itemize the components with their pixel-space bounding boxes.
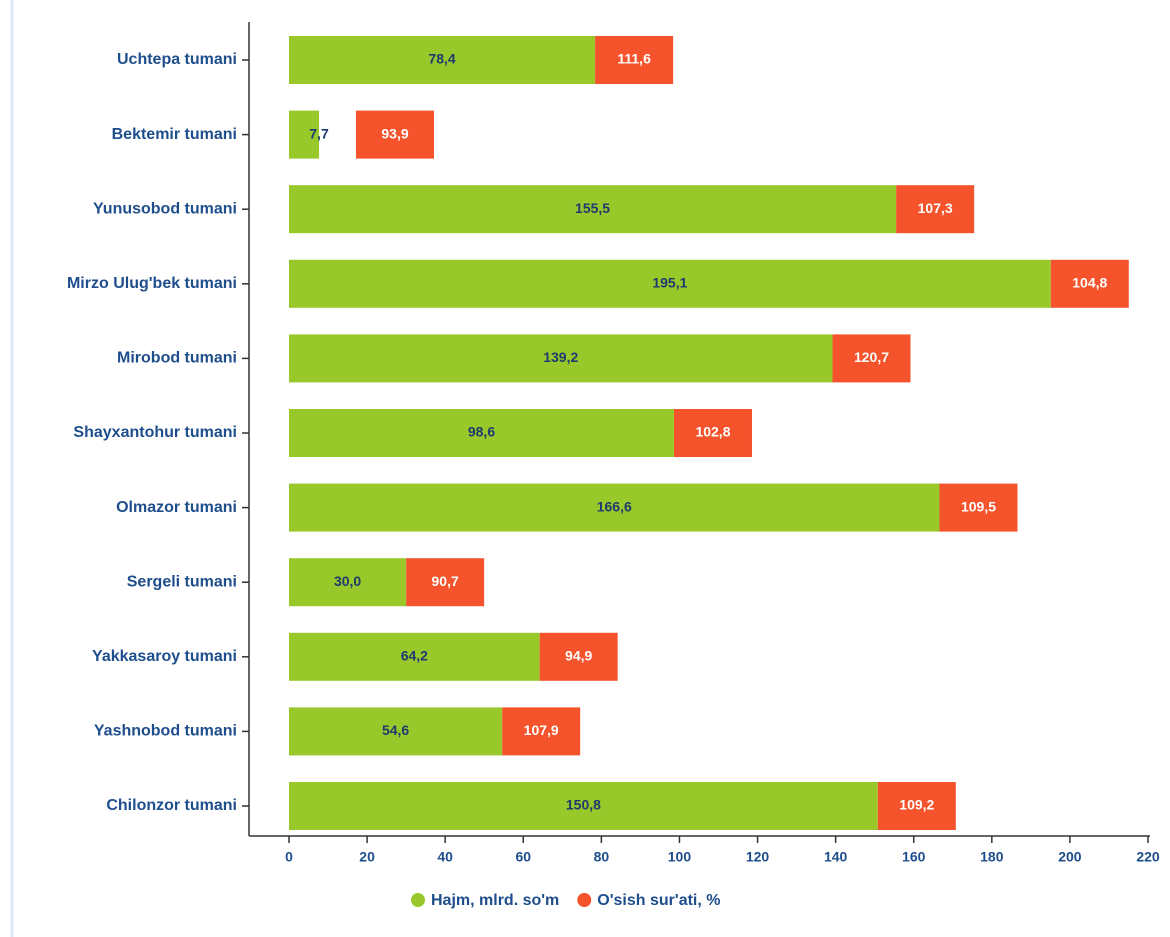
growth-rate-label: 120,7 (854, 349, 889, 365)
bar-value-label: 64,2 (401, 648, 428, 664)
x-tick-label: 60 (515, 849, 531, 865)
bar (289, 185, 897, 234)
growth-rate-label: 94,9 (565, 648, 592, 664)
x-tick-label: 200 (1058, 849, 1082, 865)
bar-value-label: 54,6 (382, 722, 409, 738)
x-tick-label: 160 (902, 849, 926, 865)
bar (289, 632, 540, 681)
y-tick-label: Yunusobod tumani (93, 200, 237, 217)
growth-rate-tag (539, 632, 618, 681)
growth-rate-tag (502, 707, 581, 756)
y-tick-label: Sergeli tumani (127, 573, 237, 590)
y-tick-label: Chilonzor tumani (106, 797, 237, 814)
bar (289, 259, 1051, 308)
y-tick-label: Shayxantohur tumani (73, 424, 237, 441)
y-tick-label: Mirzo Ulug'bek tumani (67, 275, 237, 292)
legend-label: Hajm, mlrd. so'm (431, 892, 559, 909)
bar-value-label: 166,6 (597, 498, 632, 514)
growth-rate-label: 93,9 (381, 125, 408, 141)
growth-rate-label: 104,8 (1072, 275, 1107, 291)
growth-rate-tag (673, 409, 752, 457)
x-tick-label: 220 (1136, 849, 1160, 865)
y-tick-label: Yashnobod tumani (94, 723, 237, 740)
x-tick-label: 140 (824, 849, 848, 865)
bar (289, 782, 878, 830)
x-tick-label: 180 (980, 849, 1004, 865)
bar (289, 110, 320, 159)
x-tick-label: 100 (668, 849, 692, 865)
x-tick-label: 80 (594, 849, 610, 865)
growth-rate-tag (877, 782, 956, 830)
bar-value-label: 98,6 (468, 424, 495, 440)
growth-rate-tag (356, 110, 434, 159)
y-tick-label: Uchtepa tumani (117, 51, 237, 68)
bar (289, 707, 503, 756)
growth-rate-tag (832, 334, 911, 383)
growth-rate-label: 102,8 (695, 424, 730, 440)
y-tick-label: Bektemir tumani (112, 126, 237, 143)
bar-value-label: 30,0 (334, 573, 361, 589)
y-tick-label: Yakkasaroy tumani (92, 648, 237, 665)
growth-rate-label: 109,2 (899, 797, 934, 813)
x-tick-label: 0 (285, 849, 293, 865)
bar (289, 558, 407, 607)
bar-value-label: 150,8 (566, 797, 601, 813)
x-tick-label: 120 (746, 849, 770, 865)
growth-rate-tag (1050, 259, 1129, 308)
x-tick-label: 20 (359, 849, 375, 865)
y-tick-label: Olmazor tumani (116, 499, 237, 516)
growth-rate-label: 107,3 (918, 200, 953, 216)
bar-value-label: 7,7 (309, 125, 329, 141)
growth-rate-tag (939, 483, 1018, 532)
bar (289, 334, 833, 383)
legend-label: O'sish sur'ati, % (597, 892, 720, 909)
bar-value-label: 78,4 (428, 51, 455, 67)
bar-value-label: 155,5 (575, 200, 610, 216)
x-tick-label: 40 (437, 849, 453, 865)
growth-rate-tag (406, 558, 485, 607)
legend-marker (411, 893, 425, 907)
bar-value-label: 139,2 (543, 349, 578, 365)
bar (289, 409, 674, 457)
growth-rate-label: 107,9 (524, 722, 559, 738)
growth-rate-label: 111,6 (617, 51, 651, 67)
growth-rate-tag (595, 36, 674, 84)
bar (289, 36, 596, 84)
growth-rate-tag (896, 185, 975, 234)
growth-rate-label: 109,5 (961, 498, 996, 514)
y-tick-label: Mirobod tumani (117, 350, 237, 367)
growth-rate-label: 90,7 (432, 573, 459, 589)
bar-value-label: 195,1 (652, 275, 687, 291)
legend-marker (577, 893, 592, 907)
bar (289, 483, 940, 532)
